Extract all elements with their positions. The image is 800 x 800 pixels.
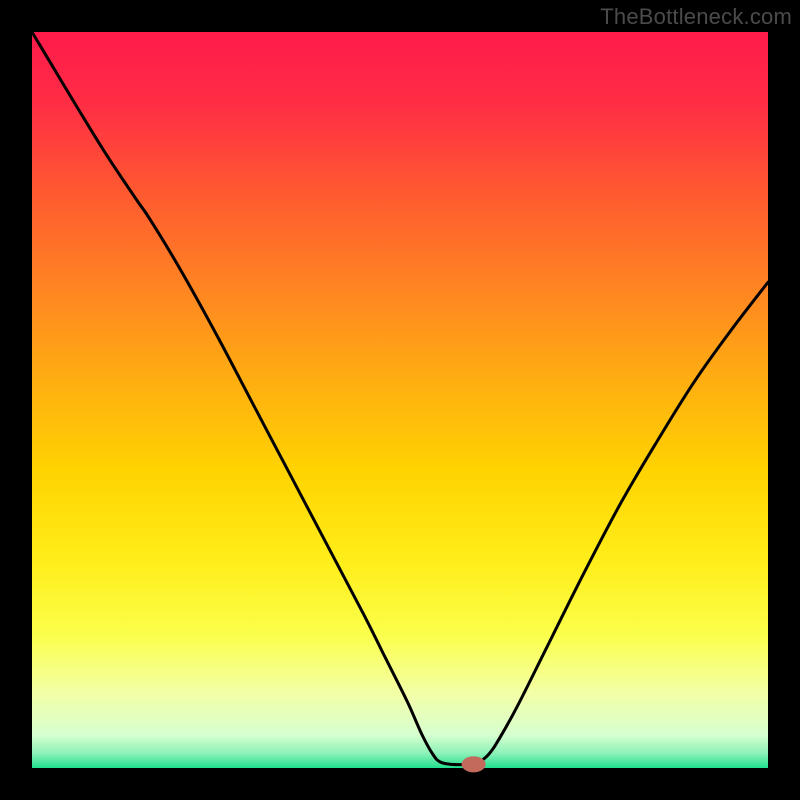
optimum-marker [462,756,486,772]
bottleneck-chart [0,0,800,800]
chart-frame: TheBottleneck.com [0,0,800,800]
chart-background [32,32,768,768]
watermark-text: TheBottleneck.com [600,4,792,30]
